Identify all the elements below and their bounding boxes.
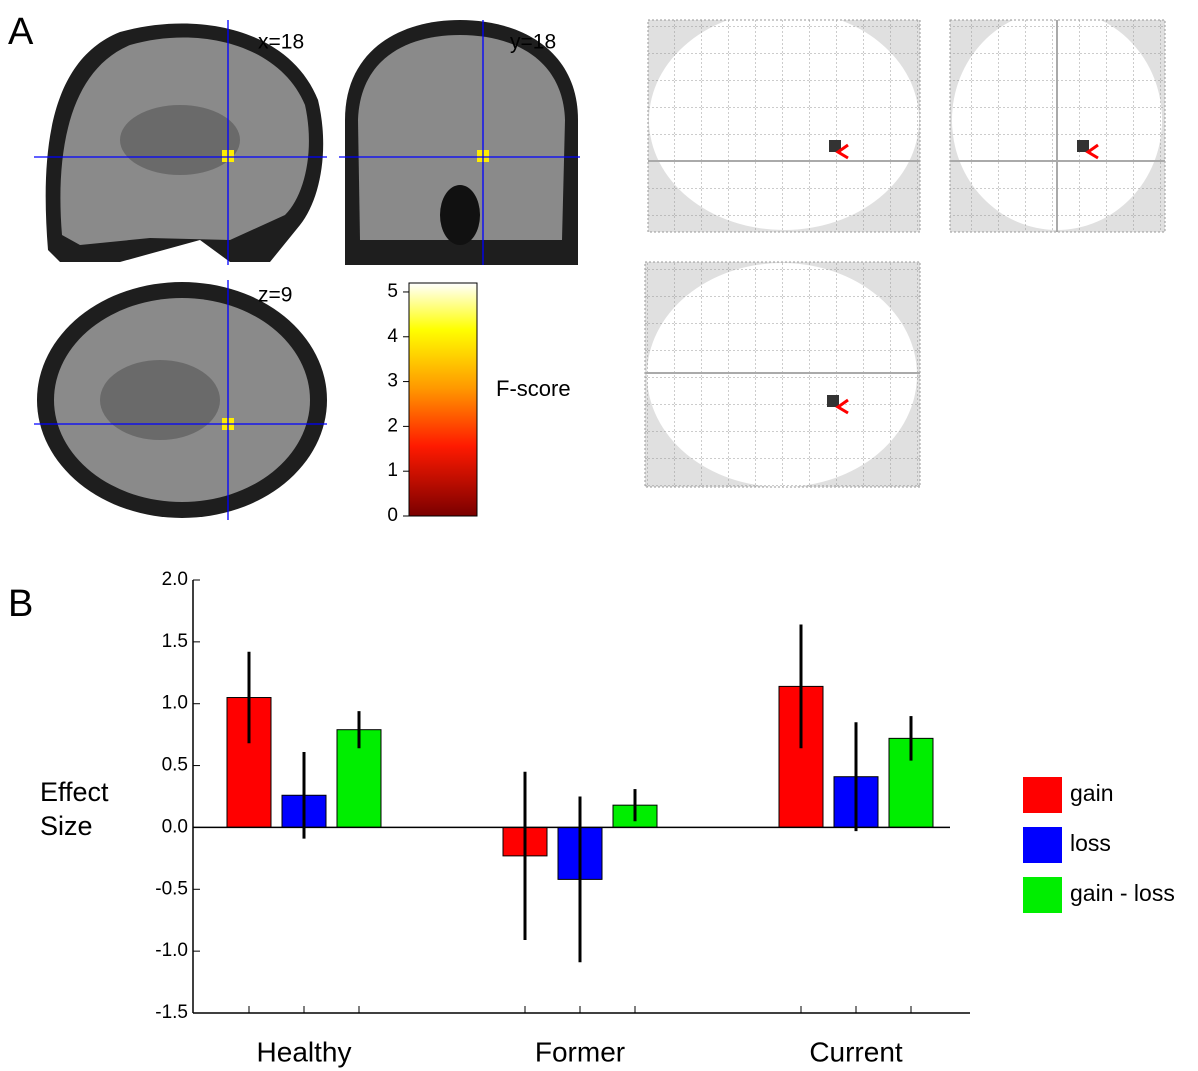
figure: A B x=18 y=18 z=9 F-score [0,0,1198,1071]
y-tick-label: -0.5 [155,878,188,899]
legend-swatch [1023,777,1062,813]
panel-label: A [8,11,34,53]
coronal-slice [343,20,580,265]
colorbar-tick-label: 1 [387,460,398,481]
glass-brain [645,10,1165,487]
y-tick-label: 0.0 [162,816,188,837]
slice-label: z=9 [258,284,292,307]
x-tick-label: Healthy [257,1036,352,1067]
colorbar-tick-label: 4 [387,326,398,347]
y-axis-label: Effect Size [40,775,140,843]
sagittal-slice [42,20,327,265]
axial-slice [37,282,327,518]
x-tick-label: Current [809,1036,903,1067]
panel-label: B [8,583,33,625]
legend-label: loss [1070,830,1111,856]
y-tick-label: 0.5 [162,755,188,776]
colorbar-label: F-score [496,376,571,401]
slice-label: x=18 [258,31,304,54]
y-tick-label: 1.5 [162,631,188,652]
legend-label: gain [1070,780,1113,806]
y-tick-label: -1.5 [155,1002,188,1023]
y-tick-label: 1.0 [162,693,188,714]
colorbar-tick-label: 2 [387,415,398,436]
y-tick-label: -1.0 [155,940,188,961]
legend-swatch [1023,827,1062,863]
x-tick-label: Former [535,1036,625,1067]
legend-swatch [1023,877,1062,913]
colorbar [409,283,477,516]
figure-canvas: A B x=18 y=18 z=9 F-score [0,0,1198,1071]
legend-label: gain - loss [1070,880,1175,906]
colorbar-tick-label: 0 [387,505,398,526]
colorbar-tick-label: 5 [387,281,398,302]
slice-label: y=18 [510,31,556,54]
colorbar-tick-label: 3 [387,371,398,392]
y-tick-label: 2.0 [162,569,188,590]
